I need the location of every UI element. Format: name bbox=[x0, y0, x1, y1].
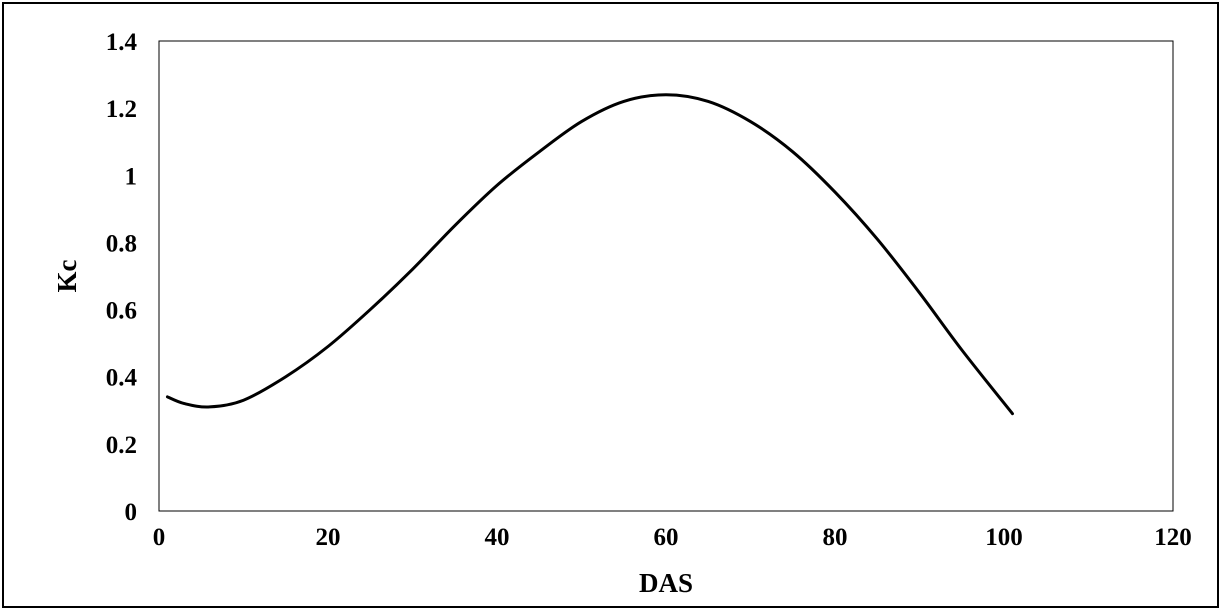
x-tick-label: 120 bbox=[1154, 524, 1192, 551]
y-tick-label: 0 bbox=[125, 499, 138, 526]
kc-series-line bbox=[165, 93, 1014, 416]
y-tick-label: 0.4 bbox=[106, 365, 138, 392]
y-tick-label: 0.2 bbox=[106, 432, 137, 459]
kc-line-chart: 0 20 40 60 80 100 120 0 0.2 0.4 0.6 0.8 1 1.2 1.4 DAS… bbox=[52, 29, 1192, 598]
x-tick-label: 40 bbox=[485, 524, 510, 551]
x-tick-label: 80 bbox=[823, 524, 848, 551]
x-axis-tick-labels: 0 20 40 60 80 100 120 bbox=[153, 524, 1192, 551]
y-tick-label: 0.8 bbox=[106, 230, 137, 257]
x-axis-title: DAS bbox=[639, 568, 693, 598]
x-tick-label: 0 bbox=[153, 524, 166, 551]
x-tick-label: 20 bbox=[316, 524, 341, 551]
y-tick-label: 1.2 bbox=[106, 96, 137, 123]
y-axis-title: Kc bbox=[52, 259, 82, 292]
x-tick-label: 100 bbox=[985, 524, 1023, 551]
x-tick-label: 60 bbox=[654, 524, 679, 551]
y-tick-label: 1 bbox=[125, 163, 138, 190]
plot-area bbox=[158, 40, 1174, 512]
y-tick-label: 1.4 bbox=[106, 29, 138, 56]
y-axis-tick-labels: 0 0.2 0.4 0.6 0.8 1 1.2 1.4 bbox=[106, 29, 138, 526]
y-tick-label: 0.6 bbox=[106, 298, 137, 325]
